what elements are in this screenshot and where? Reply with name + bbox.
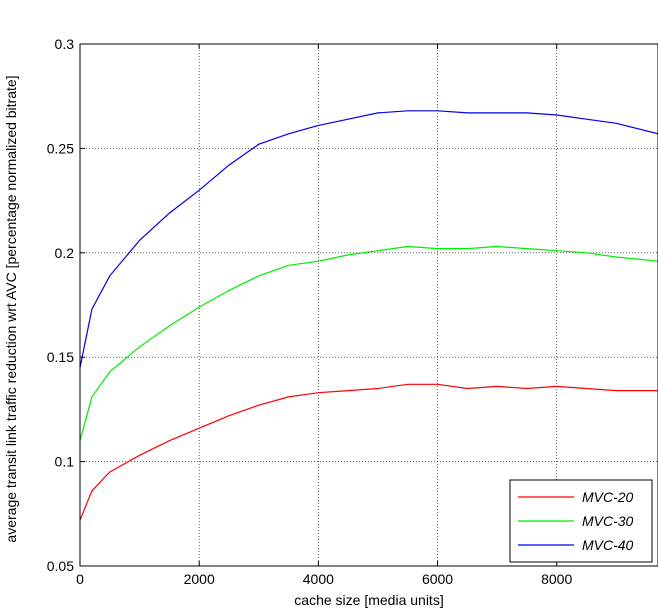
legend: MVC-20 MVC-30 MVC-40 [509, 479, 653, 563]
x-tick-label: 6000 [422, 571, 453, 587]
y-axis-label: average transit link traffic reduction w… [3, 75, 19, 542]
x-tick-label: 2000 [184, 571, 215, 587]
x-axis-label: cache size [media units] [294, 592, 443, 608]
series-line-mvc-20 [79, 383, 658, 521]
legend-entry-label: MVC-30 [582, 513, 634, 529]
y-tick-label: 0.2 [55, 245, 75, 261]
y-tick-label: 0.25 [47, 140, 74, 156]
grid-layer [80, 44, 658, 566]
legend-entry-label: MVC-40 [582, 537, 634, 553]
series-line-mvc-40 [79, 110, 658, 368]
tick-layer: 0 2000 4000 6000 8000 0.05 0.1 0.15 0.2 0.25 0.3 [47, 36, 573, 587]
y-tick-label: 0.15 [47, 349, 74, 365]
x-tick-label: 8000 [541, 571, 572, 587]
x-tick-label: 0 [76, 571, 84, 587]
series-line-mvc-30 [79, 245, 658, 441]
y-tick-label: 0.3 [55, 36, 75, 52]
legend-entry-label: MVC-20 [582, 489, 634, 505]
y-tick-label: 0.1 [55, 454, 75, 470]
y-tick-label: 0.05 [47, 558, 74, 574]
series-layer [79, 110, 658, 521]
plot-area-border [79, 43, 658, 567]
x-tick-label: 4000 [303, 571, 334, 587]
